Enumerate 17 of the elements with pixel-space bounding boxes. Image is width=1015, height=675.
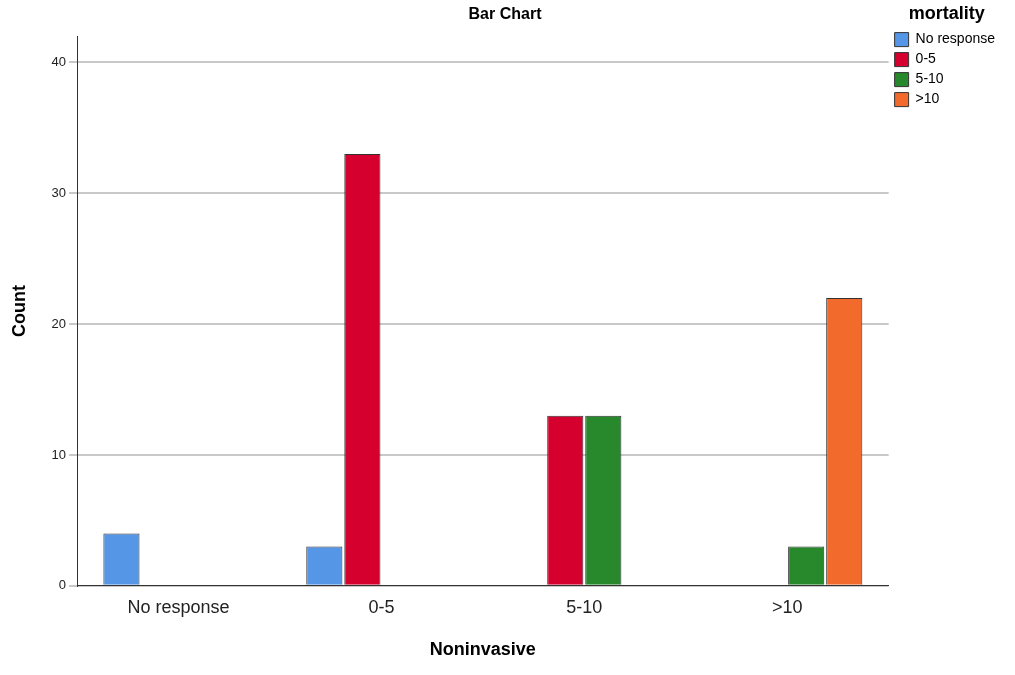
y-tick-label: 20 (51, 315, 67, 331)
legend-label: >10 (915, 90, 940, 107)
x-tick-label: 5-10 (566, 596, 603, 617)
x-tick-label: 0-5 (368, 596, 395, 617)
legend-label: 5-10 (915, 70, 944, 87)
legend-label: No response (915, 30, 996, 47)
x-axis-title: Noninvasive (429, 639, 536, 660)
chart-title: Bar Chart (468, 5, 543, 23)
y-tick-label: 0 (58, 577, 67, 593)
y-tick-label: 40 (51, 53, 67, 69)
legend-label: 0-5 (915, 50, 937, 67)
x-tick-label: >10 (771, 596, 803, 617)
legend-title: mortality (908, 2, 985, 23)
y-tick-label: 30 (51, 184, 67, 200)
y-tick-label: 10 (51, 446, 67, 462)
y-axis-title: Count (8, 285, 29, 337)
x-tick-label: No response (127, 596, 230, 617)
